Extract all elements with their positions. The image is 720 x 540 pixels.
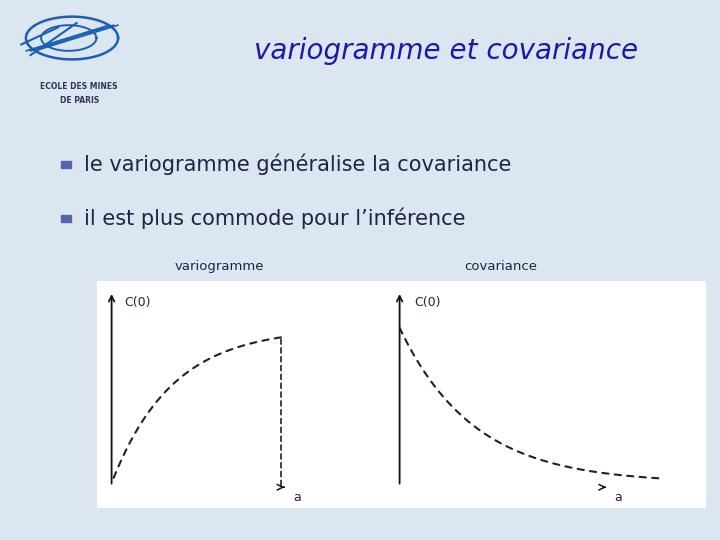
- Text: il est plus commode pour l’inférence: il est plus commode pour l’inférence: [84, 208, 465, 230]
- Text: a: a: [294, 490, 302, 504]
- Text: ECOLE DES MINES: ECOLE DES MINES: [40, 82, 118, 91]
- Text: variogramme: variogramme: [175, 260, 264, 273]
- Text: C(0): C(0): [124, 296, 150, 309]
- Text: variogramme et covariance: variogramme et covariance: [254, 37, 639, 65]
- Text: le variogramme généralise la covariance: le variogramme généralise la covariance: [84, 154, 511, 176]
- Text: DE PARIS: DE PARIS: [60, 96, 99, 105]
- Text: covariance: covariance: [464, 260, 537, 273]
- Text: a: a: [615, 490, 622, 504]
- Text: C(0): C(0): [414, 296, 441, 309]
